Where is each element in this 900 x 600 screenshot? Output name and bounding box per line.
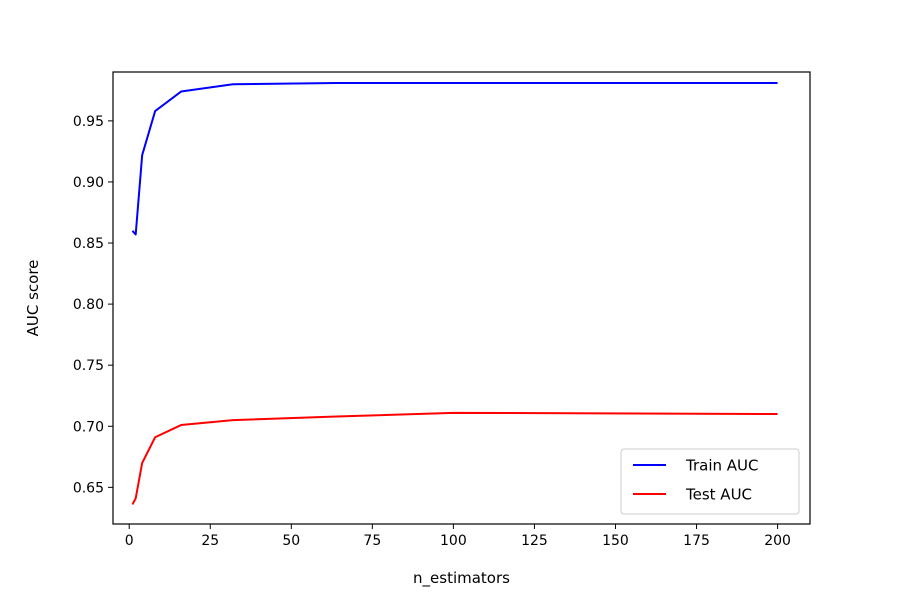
y-tick-label: 0.65 xyxy=(73,480,104,496)
x-tick-label: 50 xyxy=(282,533,300,549)
x-tick-label: 200 xyxy=(764,533,791,549)
y-axis-label: AUC score xyxy=(24,260,42,337)
x-tick-label: 25 xyxy=(201,533,219,549)
y-tick-label: 0.80 xyxy=(73,297,104,313)
legend: Train AUC Test AUC xyxy=(620,448,800,515)
series-line-train-auc xyxy=(131,81,778,236)
x-tick-label: 0 xyxy=(125,533,134,549)
x-tick-label: 175 xyxy=(683,533,710,549)
x-tick-label: 75 xyxy=(363,533,381,549)
x-axis-label: n_estimators xyxy=(413,569,510,588)
x-tick-label: 150 xyxy=(602,533,629,549)
y-axis-ticks: 0.65 0.70 0.75 0.80 0.85 0.90 0.95 xyxy=(73,114,113,496)
x-tick-label: 100 xyxy=(440,533,467,549)
legend-label-train: Train AUC xyxy=(685,457,758,475)
series-layer xyxy=(131,81,778,505)
y-tick-label: 0.95 xyxy=(73,114,104,130)
y-tick-label: 0.85 xyxy=(73,236,104,252)
x-tick-label: 125 xyxy=(521,533,548,549)
y-tick-label: 0.70 xyxy=(73,419,104,435)
y-tick-label: 0.90 xyxy=(73,175,104,191)
y-tick-label: 0.75 xyxy=(73,358,104,374)
x-axis-ticks: 0 25 50 75 100 125 150 175 200 xyxy=(125,524,791,549)
legend-label-test: Test AUC xyxy=(685,486,752,504)
series-line-test-auc xyxy=(131,411,778,505)
plot-frame xyxy=(112,71,811,525)
